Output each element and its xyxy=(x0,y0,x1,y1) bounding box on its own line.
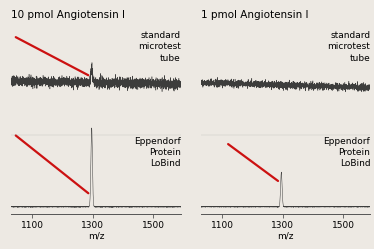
Text: standard
microtest
tube: standard microtest tube xyxy=(327,31,370,62)
Text: standard
microtest
tube: standard microtest tube xyxy=(138,31,181,62)
Text: Eppendorf
Protein
LoBind: Eppendorf Protein LoBind xyxy=(324,137,370,168)
X-axis label: m/z: m/z xyxy=(88,232,104,241)
Text: 1 pmol Angiotensin I: 1 pmol Angiotensin I xyxy=(201,10,309,20)
Text: Eppendorf
Protein
LoBind: Eppendorf Protein LoBind xyxy=(134,137,181,168)
Text: 10 pmol Angiotensin I: 10 pmol Angiotensin I xyxy=(11,10,125,20)
X-axis label: m/z: m/z xyxy=(278,232,294,241)
